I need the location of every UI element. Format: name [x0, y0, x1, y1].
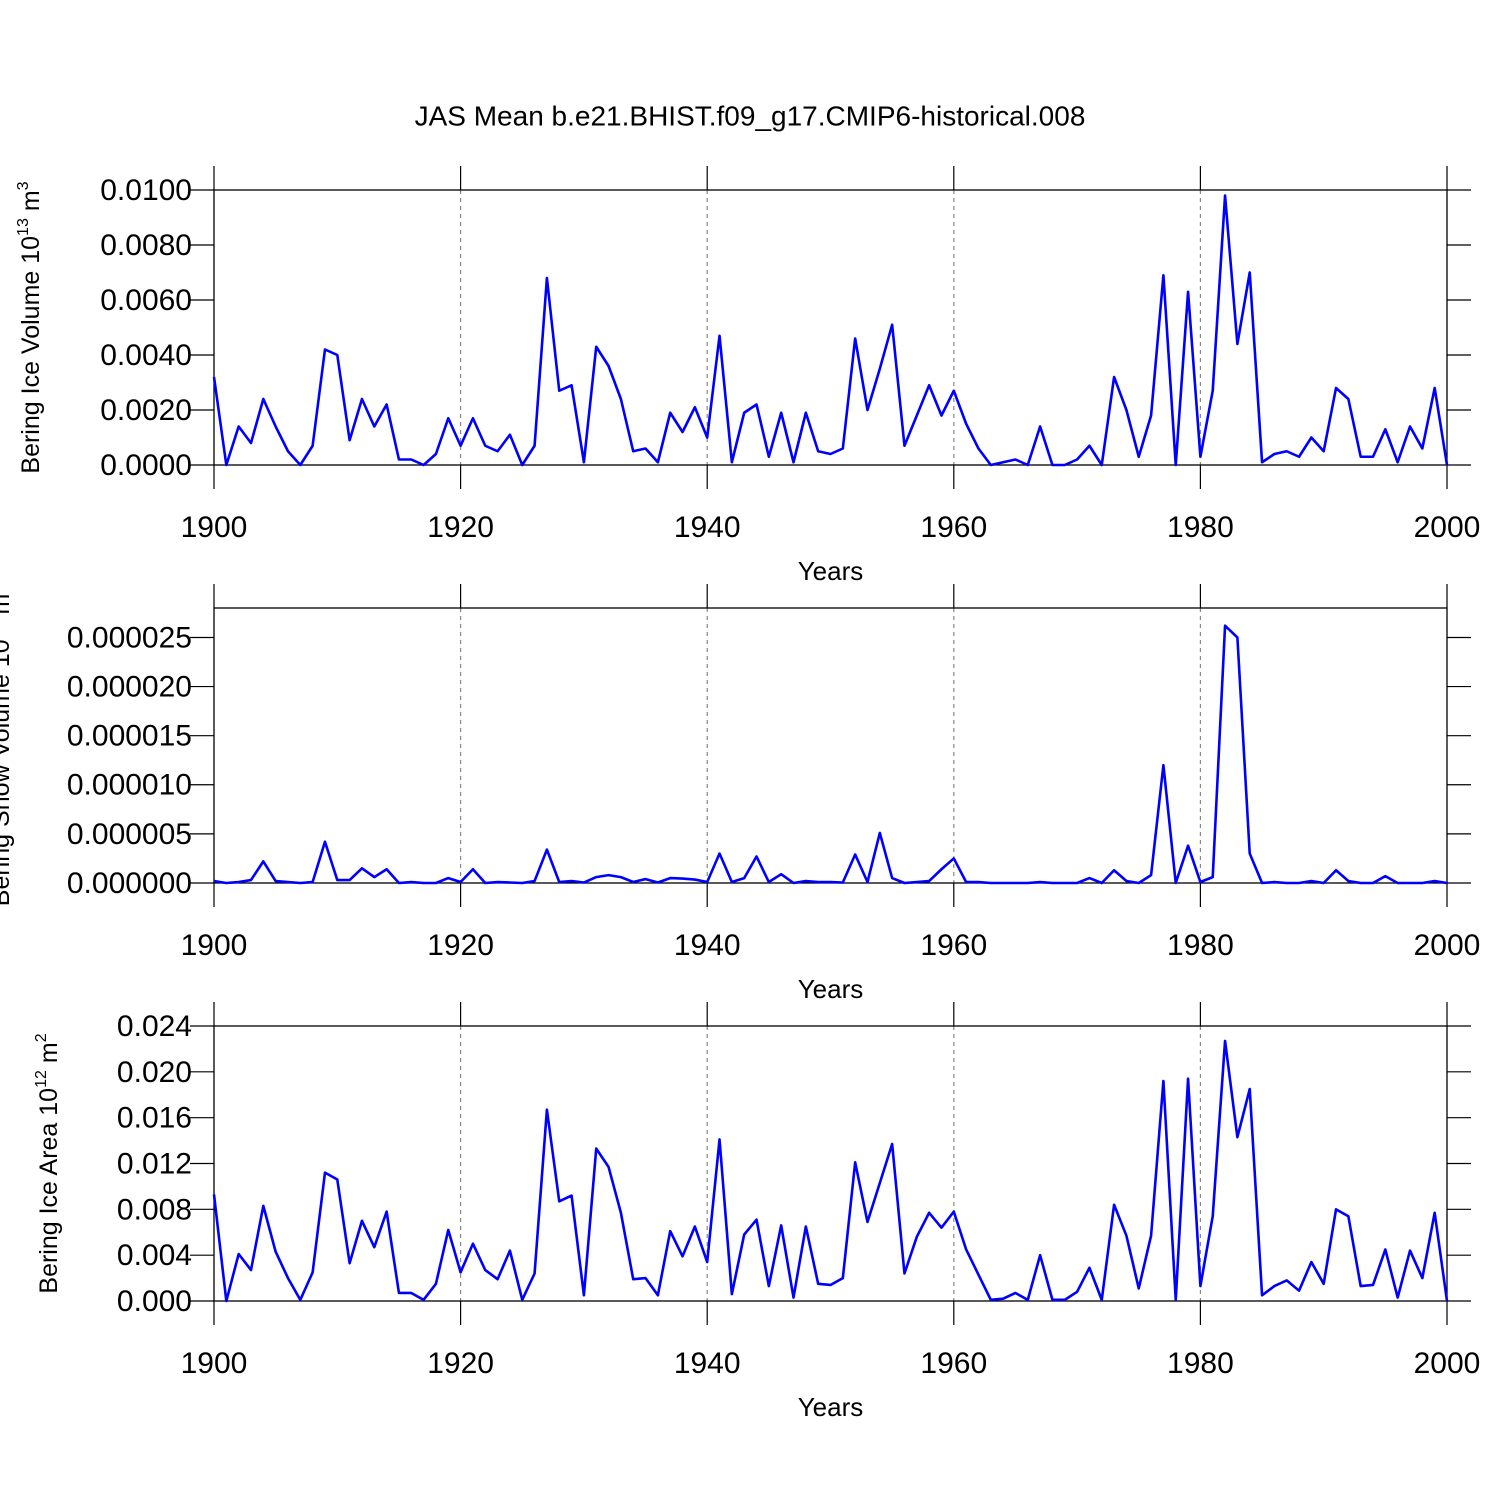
- y-tick-label: 0.0000: [100, 449, 192, 482]
- y-axis-label: Bering Ice Area 1012 m2: [33, 1033, 63, 1293]
- y-tick-label: 0.0060: [100, 284, 192, 317]
- data-line: [212, 1039, 1449, 1303]
- y-tick-label: 0.020: [117, 1056, 192, 1089]
- plot-frame: [213, 1025, 1448, 1302]
- x-tick-label: 2000: [1414, 929, 1481, 962]
- y-axis-label-part: Bering Ice Area 10: [35, 1088, 63, 1294]
- x-tick-label: 2000: [1414, 1347, 1481, 1380]
- y-axis-label-part: m: [0, 594, 15, 615]
- chart-title: JAS Mean b.e21.BHIST.f09_g17.CMIP6-histo…: [415, 100, 1086, 131]
- y-axis-label-part: 13: [0, 621, 2, 639]
- y-tick-label: 0.000010: [67, 769, 192, 802]
- y-axis-label-part: m: [17, 190, 45, 211]
- y-axis-label-part: 12: [33, 1070, 50, 1088]
- x-tick-label: 1900: [181, 1347, 248, 1380]
- x-axis-label: Years: [798, 974, 864, 1004]
- x-axis-label: Years: [798, 556, 864, 586]
- y-tick-label: 0.024: [117, 1010, 192, 1043]
- y-tick-label: 0.000015: [67, 720, 192, 753]
- y-axis-label-part: 13: [15, 218, 32, 236]
- panel: 1900 1920 1940 1960 1980 2000 0.0000 0.0020 0.00…: [15, 166, 1481, 586]
- data-line: [212, 194, 1449, 467]
- y-axis-label: Bering Snow Volume 1013 m3: [0, 585, 15, 906]
- x-tick-label: 1960: [920, 929, 987, 962]
- x-tick-label: 1980: [1167, 1347, 1234, 1380]
- y-tick-label: 0.000000: [67, 867, 192, 900]
- y-tick-label: 0.000: [117, 1285, 192, 1318]
- x-tick-label: 1920: [427, 929, 494, 962]
- x-tick-label: 1960: [920, 511, 987, 544]
- x-tick-label: 1920: [427, 1347, 494, 1380]
- x-tick-label: 1960: [920, 1347, 987, 1380]
- panel: 1900 1920 1940 1960 1980 2000 0.000 0.004 0.008 0…: [33, 1002, 1481, 1422]
- y-tick-label: 0.008: [117, 1193, 192, 1226]
- y-tick-label: 0.0040: [100, 339, 192, 372]
- y-tick-label: 0.016: [117, 1102, 192, 1135]
- y-axis-label-part: m: [35, 1042, 63, 1063]
- y-tick-label: 0.000005: [67, 818, 192, 851]
- x-tick-label: 2000: [1414, 511, 1481, 544]
- y-tick-label: 0.012: [117, 1147, 192, 1180]
- x-axis-label: Years: [798, 1392, 864, 1422]
- y-axis-label-part: 3: [15, 181, 32, 190]
- plot-frame: [213, 189, 1448, 466]
- y-axis-label-part: Bering Snow Volume 10: [0, 639, 15, 906]
- y-label-clip: Bering Snow Volume 1013 m3: [0, 585, 15, 906]
- panel: 1900 1920 1940 1960 1980 2000 0.000000 0.000005…: [0, 584, 1480, 1004]
- x-tick-label: 1940: [674, 511, 741, 544]
- data-line: [213, 624, 1448, 885]
- x-tick-label: 1940: [674, 1347, 741, 1380]
- y-axis-label: Bering Ice Volume 1013 m3: [15, 181, 45, 473]
- y-tick-label: 0.004: [117, 1239, 192, 1272]
- x-tick-label: 1980: [1167, 511, 1234, 544]
- y-tick-label: 0.000020: [67, 670, 192, 703]
- y-axis-label-part: 2: [33, 1033, 50, 1042]
- x-tick-label: 1940: [674, 929, 741, 962]
- y-tick-label: 0.0100: [100, 174, 192, 207]
- y-tick-label: 0.0020: [100, 394, 192, 427]
- x-tick-label: 1900: [181, 511, 248, 544]
- x-tick-label: 1920: [427, 511, 494, 544]
- y-tick-label: 0.0080: [100, 229, 192, 262]
- x-tick-label: 1980: [1167, 929, 1234, 962]
- x-tick-label: 1900: [181, 929, 248, 962]
- y-axis-label-part: Bering Ice Volume 10: [17, 236, 45, 474]
- y-axis-label-part: 3: [0, 585, 2, 594]
- y-tick-label: 0.000025: [67, 621, 192, 654]
